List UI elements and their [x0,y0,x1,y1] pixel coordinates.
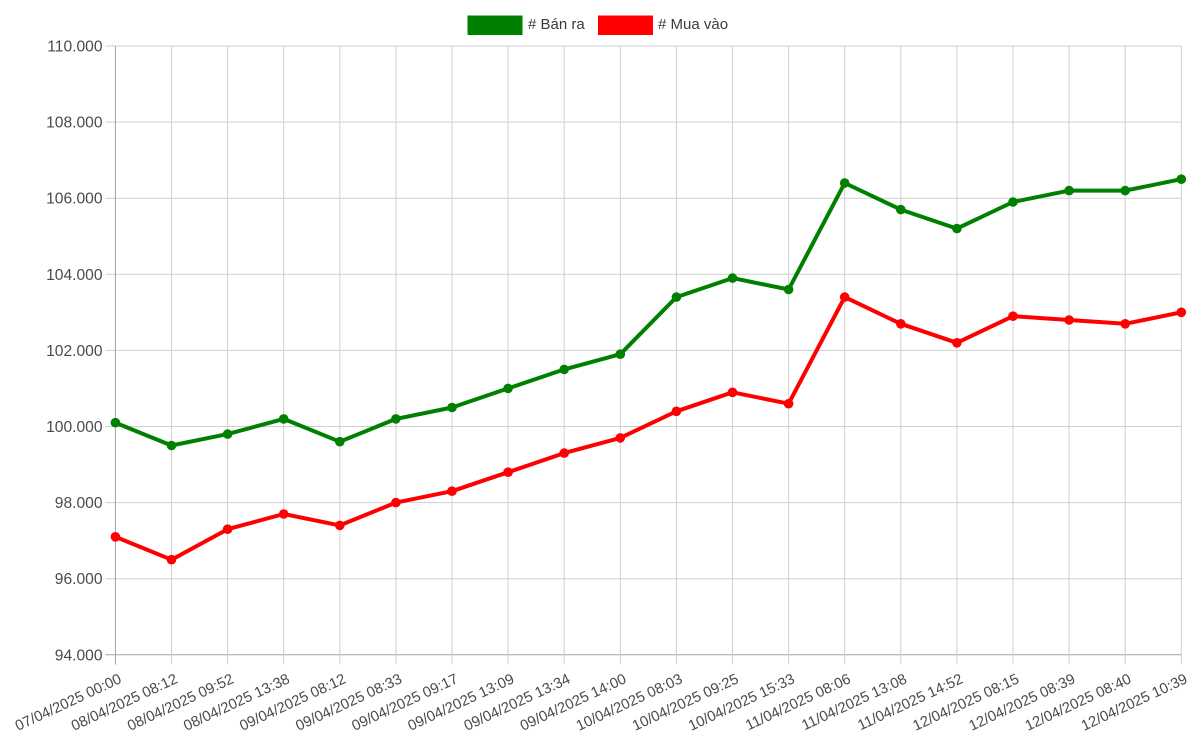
svg-text:108.000: 108.000 [46,115,103,132]
svg-text:94.000: 94.000 [55,647,103,664]
svg-text:# Mua vào: # Mua vào [658,16,728,33]
svg-text:# Bán ra: # Bán ra [528,16,585,33]
svg-text:102.000: 102.000 [46,343,103,360]
svg-text:110.000: 110.000 [47,39,103,56]
svg-text:106.000: 106.000 [46,191,103,208]
svg-text:104.000: 104.000 [46,267,103,284]
svg-text:100.000: 100.000 [46,419,103,436]
svg-text:98.000: 98.000 [55,495,103,512]
svg-text:96.000: 96.000 [55,571,103,588]
